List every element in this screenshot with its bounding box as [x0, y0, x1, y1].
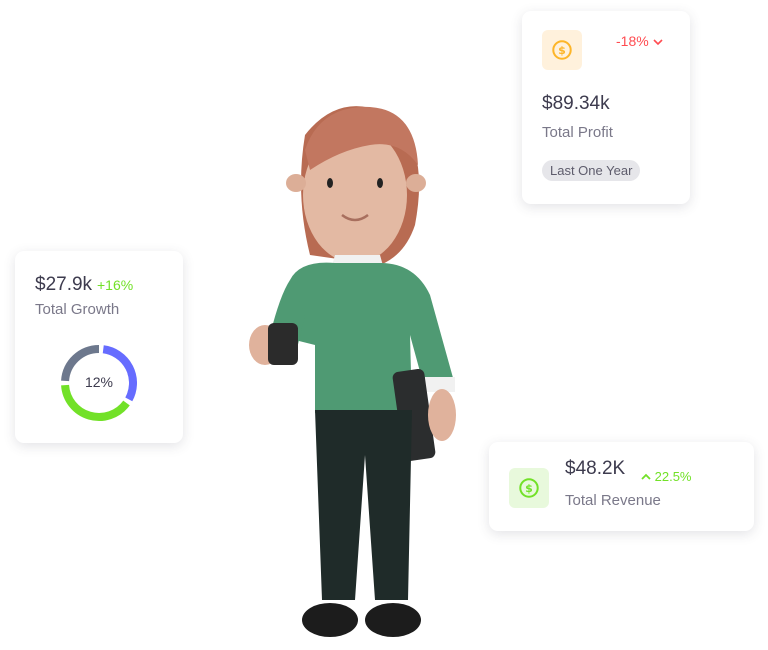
profit-label: Total Profit: [542, 124, 613, 141]
donut-center-label: 12%: [84, 374, 114, 390]
donut-segment-2: [61, 345, 100, 382]
growth-label: Total Growth: [35, 301, 120, 318]
donut-segment-0: [102, 345, 137, 402]
growth-change: +16%: [97, 277, 134, 293]
donut-segment-1: [61, 384, 130, 421]
revenue-change: 22.5%: [641, 469, 692, 484]
growth-donut-chart: [61, 345, 137, 421]
profit-change: -18%: [616, 33, 663, 49]
revenue-amount: $48.2K: [565, 458, 626, 479]
profit-amount: $89.34k: [542, 93, 610, 114]
svg-text:$: $: [525, 482, 533, 495]
total-growth-card: $27.9k +16% Total Growth 12%: [15, 251, 183, 443]
period-badge: Last One Year: [542, 160, 641, 181]
chevron-down-icon: [653, 39, 663, 46]
total-profit-card: $ -18% $89.34k Total Profit Last One Yea…: [522, 11, 690, 204]
revenue-icon-box: $: [509, 468, 549, 508]
revenue-change-value: 22.5%: [654, 469, 692, 484]
dollar-circle-icon: $: [552, 40, 572, 60]
profit-change-value: -18%: [616, 33, 649, 49]
person-illustration: [249, 106, 456, 637]
total-revenue-card: $ $48.2K 22.5% Total Revenue: [489, 442, 754, 531]
revenue-label: Total Revenue: [565, 492, 661, 509]
svg-text:$: $: [558, 44, 566, 57]
profit-icon-box: $: [542, 30, 582, 70]
chevron-up-icon: [641, 473, 651, 480]
dollar-circle-icon: $: [519, 478, 539, 498]
growth-amount: $27.9k: [35, 274, 93, 295]
